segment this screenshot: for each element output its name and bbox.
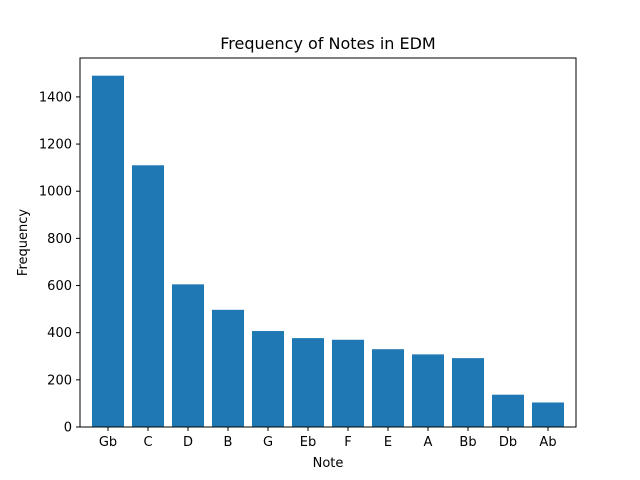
x-tick-label: C — [143, 435, 152, 450]
y-tick-label: 800 — [47, 232, 72, 247]
y-tick-label: 400 — [47, 326, 72, 341]
bar-E — [372, 349, 404, 427]
y-axis-ticks: 0 200 400 600 800 1000 1200 1400 — [39, 90, 80, 436]
y-tick-label: 1000 — [39, 185, 72, 200]
y-axis-label: Frequency — [16, 209, 31, 276]
x-tick-label: Db — [499, 435, 517, 450]
x-axis-ticks: Gb C D B G Eb F E A Bb Db Ab — [99, 427, 557, 450]
bar-A — [412, 354, 444, 427]
bar-C — [132, 165, 164, 428]
plot-frame — [79, 57, 577, 428]
x-tick-label: D — [183, 435, 193, 450]
bar-B — [212, 309, 244, 427]
x-tick-label: Eb — [300, 435, 316, 450]
y-tick-label: 1400 — [39, 90, 72, 105]
x-tick-label: A — [424, 435, 433, 450]
y-tick-label: 600 — [47, 279, 72, 294]
x-tick-label: G — [263, 435, 273, 450]
x-tick-label: B — [224, 435, 233, 450]
bar-Ab — [532, 402, 564, 427]
bar-F — [332, 339, 364, 427]
bar-D — [172, 284, 204, 427]
bar-G — [252, 331, 284, 427]
y-tick-label: 1200 — [39, 138, 72, 153]
bar-Gb — [92, 75, 124, 427]
x-tick-label: Gb — [99, 435, 117, 450]
x-tick-label: Bb — [459, 435, 476, 450]
bar-Db — [492, 394, 524, 427]
bar-Bb — [452, 358, 484, 427]
x-tick-label: F — [344, 435, 351, 450]
x-axis-label: Note — [313, 456, 344, 471]
chart-title: Frequency of Notes in EDM — [220, 34, 435, 53]
bars-group — [92, 75, 564, 428]
x-tick-label: Ab — [539, 435, 556, 450]
x-tick-label: E — [384, 435, 392, 450]
bar-Eb — [292, 338, 324, 427]
y-tick-label: 0 — [64, 421, 72, 436]
y-tick-label: 200 — [47, 373, 72, 388]
